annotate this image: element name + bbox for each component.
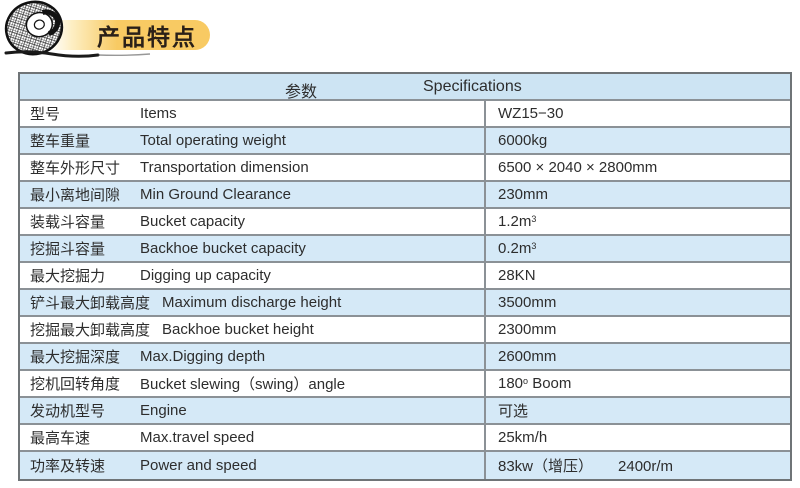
spec-value: WZ15−30 — [498, 105, 564, 122]
table-row: 装载斗容量 Bucket capacity 1.2m 3 — [20, 209, 790, 236]
spec-label-en: Total operating weight — [140, 132, 286, 149]
spec-label-cn: 整车重量 — [30, 133, 91, 150]
spec-value-cell: WZ15−30 — [484, 101, 790, 126]
spec-value-cell: 28KN — [484, 263, 790, 288]
page-header: 产品特点 — [0, 0, 800, 64]
spec-value: 2600mm — [498, 348, 557, 365]
spec-value: 1.2m — [498, 213, 532, 230]
spec-table: 参数 Specifications 型号 Items WZ15−30 整车重量 … — [18, 72, 792, 481]
spec-value-cell: 1.2m 3 — [484, 209, 790, 234]
table-header-row: 参数 Specifications — [20, 74, 790, 101]
spec-value-suffix: Boom — [528, 375, 572, 392]
spec-label-cell: 装载斗容量 Bucket capacity — [20, 209, 484, 234]
spec-label-en: Items — [140, 105, 177, 122]
spec-value: 6000kg — [498, 132, 548, 149]
spec-label-cell: 最大挖掘力 Digging up capacity — [20, 263, 484, 288]
spec-value-cell: 6000kg — [484, 128, 790, 153]
spec-value-cell: 3500mm — [484, 290, 790, 315]
spec-label-en: Transportation dimension — [140, 159, 309, 176]
spec-label-cell: 整车外形尺寸 Transportation dimension — [20, 155, 484, 180]
table-header-en: Specifications — [423, 78, 522, 95]
spec-label-cn: 最高车速 — [30, 430, 91, 447]
spec-value-cell: 230mm — [484, 182, 790, 207]
spec-label-en: Max.Digging depth — [140, 348, 266, 365]
spec-value-cell: 180 o Boom — [484, 371, 790, 396]
table-row: 最小离地间隙 Min Ground Clearance 230mm — [20, 182, 790, 209]
spec-label-cell: 挖掘最大卸载高度 Backhoe bucket height — [20, 317, 484, 342]
spec-value-cell: 2600mm — [484, 344, 790, 369]
spec-value: 83kw（增压） 2400r/m — [498, 458, 674, 475]
table-row: 挖机回转角度 Bucket slewing（swing）angle 180 o B… — [20, 371, 790, 398]
spec-value-cell: 0.2m 3 — [484, 236, 790, 261]
product-features-badge: 产品特点 — [50, 20, 210, 50]
spec-value-cell: 25km/h — [484, 425, 790, 450]
spec-label-en: Backhoe bucket height — [162, 321, 314, 338]
spec-label-cell: 功率及转速 Power and speed — [20, 452, 484, 479]
spec-label-cn: 挖掘最大卸载高度 — [30, 322, 151, 339]
spec-label-en: Engine — [140, 402, 187, 419]
spec-value: 2300mm — [498, 321, 557, 338]
spec-label-cell: 最小离地间隙 Min Ground Clearance — [20, 182, 484, 207]
spec-label-en: Bucket capacity — [140, 213, 246, 230]
spec-value: 6500 × 2040 × 2800mm — [498, 159, 658, 176]
spec-label-en: Power and speed — [140, 457, 257, 474]
spec-value: 25km/h — [498, 429, 548, 446]
spec-value: 230mm — [498, 186, 549, 203]
spec-label-cn: 铲斗最大卸载高度 — [30, 295, 151, 312]
spec-value-cell: 83kw（增压） 2400r/m — [484, 452, 790, 479]
spec-value: 0.2m — [498, 240, 532, 257]
spec-value-cell: 2300mm — [484, 317, 790, 342]
spec-label-cn: 最小离地间隙 — [30, 187, 121, 204]
table-body: 型号 Items WZ15−30 整车重量 Total operating we… — [20, 101, 790, 479]
spec-value: 可选 — [498, 403, 529, 420]
spec-label-cell: 整车重量 Total operating weight — [20, 128, 484, 153]
spec-label-en: Bucket slewing（swing）angle — [140, 376, 346, 393]
spec-label-cell: 发动机型号 Engine — [20, 398, 484, 423]
spec-label-cn: 发动机型号 — [30, 403, 106, 420]
spec-value: 3500mm — [498, 294, 557, 311]
table-row: 发动机型号 Engine 可选 — [20, 398, 790, 425]
spec-label-en: Digging up capacity — [140, 267, 271, 284]
table-row: 功率及转速 Power and speed 83kw（增压） 2400r/m — [20, 452, 790, 479]
table-row: 整车重量 Total operating weight 6000kg — [20, 128, 790, 155]
spec-label-cell: 铲斗最大卸载高度 Maximum discharge height — [20, 290, 484, 315]
spec-value-cell: 6500 × 2040 × 2800mm — [484, 155, 790, 180]
spec-label-en: Min Ground Clearance — [140, 186, 291, 203]
spec-label-en: Maximum discharge height — [162, 294, 342, 311]
spec-label-cell: 最大挖掘深度 Max.Digging depth — [20, 344, 484, 369]
spec-label-cell: 最高车速 Max.travel speed — [20, 425, 484, 450]
spec-value: 180 — [498, 375, 524, 392]
spec-label-cell: 型号 Items — [20, 101, 484, 126]
spec-label-cn: 最大挖掘力 — [30, 268, 106, 285]
spec-label-cn: 挖掘斗容量 — [30, 241, 106, 258]
table-row: 挖掘斗容量 Backhoe bucket capacity 0.2m 3 — [20, 236, 790, 263]
spec-label-cell: 挖机回转角度 Bucket slewing（swing）angle — [20, 371, 484, 396]
table-row: 挖掘最大卸载高度 Backhoe bucket height 2300mm — [20, 317, 790, 344]
table-row: 型号 Items WZ15−30 — [20, 101, 790, 128]
spec-label-cell: 挖掘斗容量 Backhoe bucket capacity — [20, 236, 484, 261]
spec-label-cn: 功率及转速 — [30, 458, 106, 475]
badge-label: 产品特点 — [97, 24, 197, 50]
spec-label-en: Backhoe bucket capacity — [140, 240, 306, 257]
spec-label-cn: 整车外形尺寸 — [30, 160, 121, 177]
spec-label-en: Max.travel speed — [140, 429, 255, 446]
tire-icon — [4, 0, 151, 58]
table-row: 整车外形尺寸 Transportation dimension 6500 × 2… — [20, 155, 790, 182]
spec-label-cn: 最大挖掘深度 — [30, 349, 121, 366]
spec-value-cell: 可选 — [484, 398, 790, 423]
table-row: 铲斗最大卸载高度 Maximum discharge height 3500mm — [20, 290, 790, 317]
spec-value: 28KN — [498, 267, 536, 284]
table-header-cn: 参数 — [285, 84, 318, 101]
spec-label-cn: 挖机回转角度 — [30, 376, 121, 393]
table-row: 最大挖掘力 Digging up capacity 28KN — [20, 263, 790, 290]
table-row: 最大挖掘深度 Max.Digging depth 2600mm — [20, 344, 790, 371]
spec-label-cn: 型号 — [30, 106, 61, 123]
table-row: 最高车速 Max.travel speed 25km/h — [20, 425, 790, 452]
spec-label-cn: 装载斗容量 — [30, 214, 106, 231]
